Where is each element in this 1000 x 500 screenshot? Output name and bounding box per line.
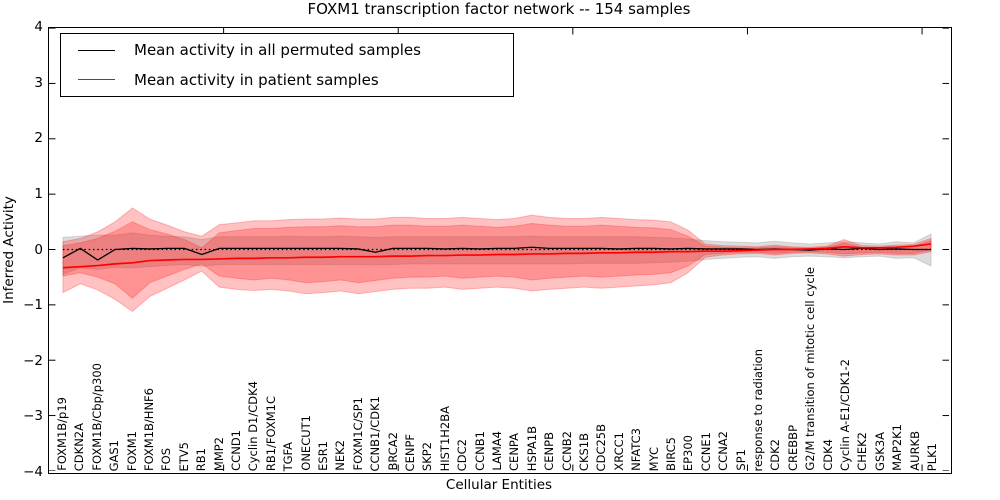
x-tick-label: BIRC5 bbox=[664, 436, 678, 471]
x-tick-label: CDK4 bbox=[820, 439, 835, 471]
y-tick-label: −1 bbox=[23, 297, 43, 314]
x-tick-label: FOS bbox=[159, 448, 174, 471]
legend-label: Mean activity in all permuted samples bbox=[134, 41, 421, 60]
x-tick-label: MYC bbox=[646, 446, 661, 471]
x-tick-label: Cyclin D1/CDK4 bbox=[246, 380, 261, 471]
band-patient-samples-outer bbox=[62, 207, 932, 313]
x-tick-label: FOXM1B/Cbp/p300 bbox=[89, 363, 104, 471]
x-tick-label: CDK2 bbox=[768, 439, 783, 471]
y-tick-label: −3 bbox=[23, 408, 43, 425]
x-tick-label: MAP2K1 bbox=[890, 424, 905, 471]
x-tick-label: SKP2 bbox=[420, 441, 435, 471]
x-tick-label: FOXM1B/HNF6 bbox=[142, 388, 156, 471]
x-tick-label: CENPB bbox=[542, 432, 557, 471]
y-tick-label: −4 bbox=[23, 463, 43, 480]
x-tick-label: ONECUT1 bbox=[298, 415, 313, 471]
x-tick-label: XRCC1 bbox=[611, 432, 626, 471]
y-tick-label: 4 bbox=[34, 19, 43, 36]
x-tick-label: response to radiation bbox=[751, 348, 765, 471]
y-tick-label: 0 bbox=[34, 241, 43, 258]
y-tick-label: 1 bbox=[34, 185, 43, 202]
x-tick-label: SP1 bbox=[733, 449, 748, 471]
chart-title: FOXM1 transcription factor network -- 15… bbox=[307, 0, 691, 18]
x-tick-label: CCNE1 bbox=[698, 431, 713, 471]
x-tick-label: FOXM1C/SP1 bbox=[350, 397, 365, 471]
y-tick-label: 3 bbox=[34, 74, 43, 91]
x-tick-label: CCNB2 bbox=[559, 431, 574, 471]
x-tick-label: CCNA2 bbox=[716, 431, 731, 471]
x-tick-label: ETV5 bbox=[176, 441, 191, 471]
x-tick-label: HIST1H2BA bbox=[437, 405, 452, 471]
x-tick-label: ESR1 bbox=[316, 441, 330, 471]
plot-svg bbox=[49, 28, 949, 471]
x-tick-label: CDKN2A bbox=[72, 422, 87, 471]
x-tick-label: EP300 bbox=[681, 434, 696, 471]
x-tick-label: Cyclin A-E1/CDK1-2 bbox=[838, 359, 852, 471]
x-tick-label: PLK1 bbox=[925, 442, 939, 471]
line-patient-mean bbox=[62, 243, 932, 269]
x-tick-label: CCNB1/CDK1 bbox=[368, 395, 383, 472]
x-tick-label: CENPA bbox=[507, 433, 522, 471]
x-tick-label: AURKB bbox=[907, 431, 922, 471]
legend: Mean activity in all permuted samples Mea… bbox=[60, 33, 514, 97]
x-tick-label: NEK2 bbox=[333, 440, 348, 471]
x-tick-label: NFATC3 bbox=[629, 428, 644, 471]
x-tick-label: GAS1 bbox=[107, 439, 122, 471]
y-tick-label: 2 bbox=[34, 130, 43, 147]
x-tick-label: CCND1 bbox=[229, 430, 243, 471]
x-tick-label: HSPA1B bbox=[524, 425, 539, 471]
x-tick-label: GSK3A bbox=[872, 432, 887, 471]
x-tick-label: CDC25B bbox=[594, 423, 609, 471]
legend-line-sample bbox=[78, 79, 115, 81]
x-tick-label: MMP2 bbox=[211, 436, 226, 471]
x-tick-label: FOXM1 bbox=[124, 430, 139, 471]
x-tick-label: BRCA2 bbox=[385, 432, 400, 471]
x-tick-label: CDC2 bbox=[455, 438, 470, 471]
x-tick-label: CENPF bbox=[403, 433, 417, 471]
plot-area: FOXM1B/p19 CDKN2A FOXM1B/Cbp/p300 GAS1 FOXM1… bbox=[48, 27, 952, 474]
x-tick-label: CHEK2 bbox=[855, 432, 870, 471]
x-tick-label: CKS1B bbox=[577, 432, 591, 471]
legend-item: Mean activity in all permuted samples bbox=[61, 37, 513, 63]
x-tick-label: CREBBP bbox=[785, 425, 800, 471]
y-tick-label: −2 bbox=[23, 352, 43, 369]
x-tick-label: RB1 bbox=[194, 447, 209, 471]
legend-item: Mean activity in patient samples bbox=[61, 67, 513, 93]
x-tick-label: LAMA4 bbox=[490, 431, 504, 471]
x-tick-label: G2/M transition of mitotic cell cycle bbox=[803, 267, 818, 471]
legend-line-sample bbox=[78, 49, 115, 51]
x-tick-label: TGFA bbox=[281, 441, 296, 471]
x-tick-label: CCNB1 bbox=[472, 431, 487, 471]
x-tick-label: FOXM1B/p19 bbox=[55, 397, 69, 471]
x-tick-label: RB1/FOXM1C bbox=[263, 395, 278, 471]
legend-label: Mean activity in patient samples bbox=[134, 70, 379, 89]
x-axis-label: Cellular Entities bbox=[445, 477, 553, 493]
